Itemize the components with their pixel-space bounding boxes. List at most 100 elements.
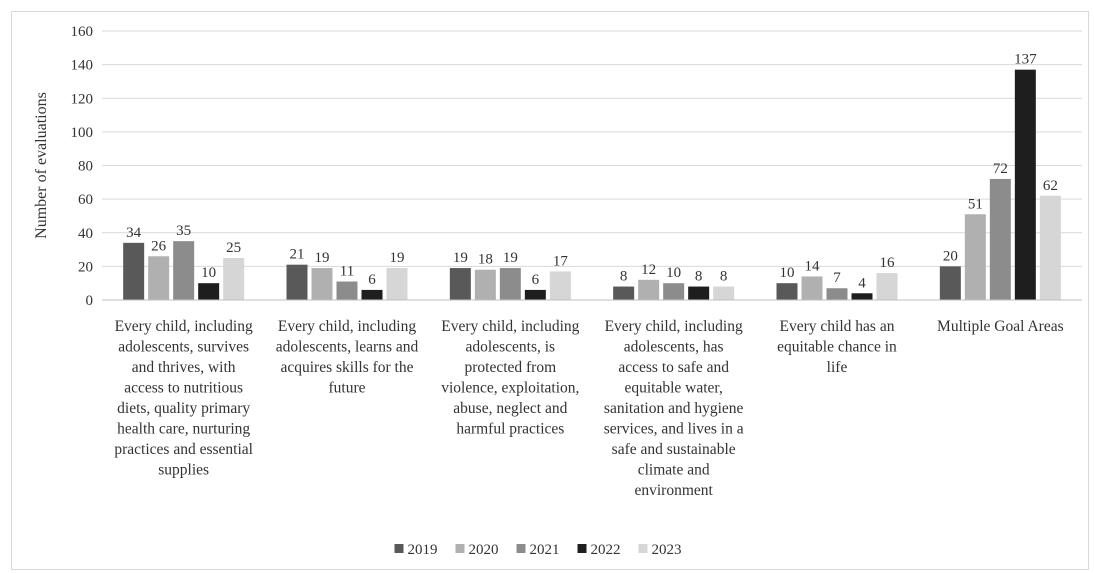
category-label-line: adolescents, learns and [276, 339, 419, 356]
data-label: 12 [641, 262, 656, 278]
category-label: Every child, including adolescents, learn… [276, 318, 419, 397]
data-labels: 34 26 35 10 25 21 19 11 6 19 19 18 19 6 17 8 12 10 8 8 10 14 7… [126, 52, 1058, 292]
bar [173, 241, 195, 300]
data-label: 7 [833, 270, 841, 286]
legend-label: 2019 [408, 542, 438, 558]
category-label-line: safe and sustainable [612, 441, 736, 458]
legend-swatch [638, 544, 648, 553]
y-axis-title: Number of evaluations [33, 92, 50, 239]
data-label: 19 [315, 250, 330, 266]
category-label: Every child, including adolescents, survi… [114, 318, 253, 479]
category-label-line: supplies [158, 462, 209, 479]
data-label: 19 [390, 250, 405, 266]
data-label: 10 [201, 265, 216, 281]
category-label: Every child, including adolescents, has ac… [604, 318, 744, 499]
bar [939, 266, 961, 300]
bar [638, 279, 660, 300]
legend-label: 2022 [591, 542, 621, 558]
data-label: 72 [993, 161, 1008, 177]
category-label-line: practices and essential [114, 441, 253, 458]
data-label: 14 [805, 258, 821, 274]
category-label-line: Every child, including [605, 318, 743, 335]
category-label: Every child has an equitable chance in lif… [777, 318, 897, 376]
data-label: 8 [695, 269, 703, 285]
y-tick-label: 160 [71, 24, 94, 40]
category-label-line: sanitation and hygiene [604, 400, 744, 417]
data-label: 26 [151, 238, 167, 254]
category-label-line: harmful practices [456, 421, 564, 438]
legend-label: 2020 [469, 542, 499, 558]
bar [851, 293, 873, 300]
category-labels: Every child, including adolescents, survi… [114, 318, 1063, 499]
category-label-line: adolescents, is [466, 339, 556, 356]
data-label: 19 [503, 250, 518, 266]
category-label-line: adolescents, survives [118, 339, 249, 356]
category-label: Every child, including adolescents, is pro… [441, 318, 579, 438]
bar [876, 273, 898, 300]
y-tick-label: 20 [78, 259, 93, 275]
bar [801, 276, 823, 300]
category-label-line: Every child, including [278, 318, 416, 335]
bar [713, 286, 735, 300]
bar [826, 288, 848, 300]
category-label: Multiple Goal Areas [937, 318, 1064, 335]
category-label-line: access to nutritious [124, 380, 243, 397]
data-label: 20 [943, 248, 958, 264]
bar [474, 269, 496, 300]
category-label-line: and thrives, with [132, 359, 236, 376]
bar [524, 289, 546, 300]
data-label: 34 [126, 225, 142, 241]
data-label: 17 [553, 253, 569, 269]
data-label: 6 [368, 272, 376, 288]
y-tick-label: 80 [78, 159, 93, 175]
bar [148, 256, 170, 300]
y-tick-label: 140 [71, 58, 94, 74]
category-label-line: abuse, neglect and [453, 400, 567, 417]
bar [964, 214, 986, 300]
data-label: 8 [720, 269, 728, 285]
bar [449, 268, 471, 300]
bars [123, 69, 1061, 300]
bar [688, 286, 710, 300]
data-label: 11 [340, 264, 354, 280]
category-label-line: adolescents, has [624, 339, 724, 356]
data-label: 4 [858, 275, 866, 291]
category-label-line: Every child has an [780, 318, 895, 335]
data-label: 10 [666, 265, 681, 281]
bar [198, 283, 220, 300]
bar [286, 264, 308, 300]
legend-label: 2021 [530, 542, 560, 558]
y-tick-label: 40 [78, 226, 93, 242]
bar [989, 178, 1011, 300]
category-label-line: violence, exploitation, [441, 380, 579, 397]
data-label: 21 [290, 247, 305, 263]
y-tick-label: 60 [78, 192, 93, 208]
data-label: 137 [1014, 52, 1037, 68]
category-label-line: diets, quality primary [117, 400, 250, 417]
category-label-line: services, and lives in a [604, 421, 744, 438]
category-label-line: Every child, including [441, 318, 579, 335]
category-label-line: health care, nurturing [117, 421, 250, 438]
data-label: 10 [780, 265, 795, 281]
data-label: 35 [176, 223, 191, 239]
y-tick-label: 0 [86, 293, 94, 309]
category-label-line: acquires skills for the [280, 359, 413, 376]
bar [1039, 195, 1061, 300]
legend-label: 2023 [652, 542, 682, 558]
category-label-line: protected from [464, 359, 556, 376]
bar [663, 283, 685, 300]
legend-swatch [516, 544, 526, 553]
bar [123, 242, 145, 300]
data-label: 51 [968, 196, 983, 212]
bar [549, 271, 571, 300]
bar [386, 268, 408, 300]
bar [336, 281, 358, 300]
data-label: 19 [453, 250, 468, 266]
data-label: 62 [1043, 178, 1058, 194]
legend: 2019 2020 2021 2022 2023 [394, 542, 682, 558]
legend-swatch [577, 544, 587, 553]
data-label: 16 [880, 255, 896, 271]
y-tick-label: 120 [71, 91, 94, 107]
gridlines [102, 30, 1082, 267]
